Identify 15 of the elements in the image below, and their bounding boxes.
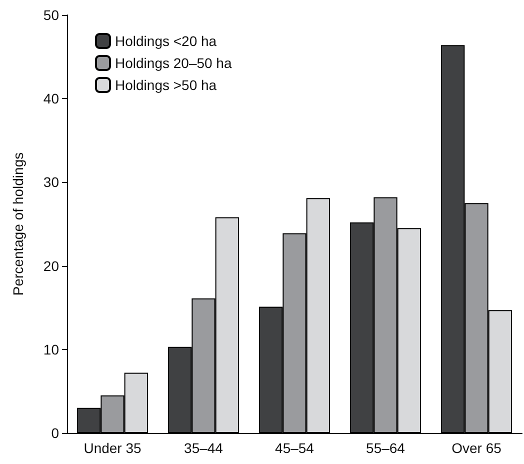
legend-label: Holdings >50 ha [115,77,217,93]
x-tick-label: Under 35 [84,440,142,456]
y-tick-label: 20 [43,258,60,274]
y-axis-title: Percentage of holdings [10,152,26,296]
y-tick-label: 10 [43,341,60,358]
y-tick-label: 0 [51,425,60,441]
x-tick-label: 55–64 [366,440,406,456]
y-tick-label: 50 [43,7,60,23]
x-tick-label: 35–44 [184,440,224,456]
y-tick-label: 40 [43,90,60,107]
x-tick-label: Over 65 [452,440,502,456]
legend-label: Holdings <20 ha [115,33,217,49]
legend-label: Holdings 20–50 ha [115,55,232,71]
y-tick-label: 30 [43,174,60,190]
x-tick-label: 45–54 [275,440,314,456]
